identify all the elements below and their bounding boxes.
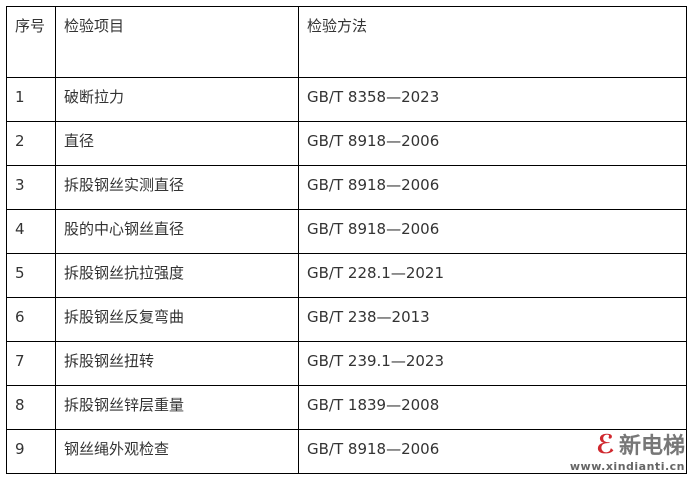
table-row: 9 钢丝绳外观检查 GB/T 8918—2006 <box>6 429 687 474</box>
table-row: 3 拆股钢丝实测直径 GB/T 8918—2006 <box>6 165 687 210</box>
cell-index: 5 <box>6 253 56 298</box>
cell-method: GB/T 8918—2006 <box>298 165 687 210</box>
cell-index: 3 <box>6 165 56 210</box>
table-row: 5 拆股钢丝抗拉强度 GB/T 228.1—2021 <box>6 253 687 298</box>
cell-method: GB/T 238—2013 <box>298 297 687 342</box>
cell-index: 6 <box>6 297 56 342</box>
cell-item: 破断拉力 <box>55 77 299 122</box>
cell-item: 拆股钢丝实测直径 <box>55 165 299 210</box>
table-row: 7 拆股钢丝扭转 GB/T 239.1—2023 <box>6 341 687 386</box>
watermark: ℰ 新电梯 www.xindianti.cn <box>570 428 685 473</box>
cell-index: 7 <box>6 341 56 386</box>
cell-item: 直径 <box>55 121 299 166</box>
cell-index: 1 <box>6 77 56 122</box>
cell-item: 股的中心钢丝直径 <box>55 209 299 254</box>
header-method: 检验方法 <box>298 6 687 78</box>
table-header-row: 序号 检验项目 检验方法 <box>6 6 687 78</box>
watermark-name: 新电梯 <box>618 434 685 459</box>
cell-method: GB/T 8918—2006 <box>298 121 687 166</box>
cell-method: GB/T 8358—2023 <box>298 77 687 122</box>
table-row: 6 拆股钢丝反复弯曲 GB/T 238—2013 <box>6 297 687 342</box>
cell-index: 4 <box>6 209 56 254</box>
table-row: 2 直径 GB/T 8918—2006 <box>6 121 687 166</box>
header-item: 检验项目 <box>55 6 299 78</box>
table-row: 1 破断拉力 GB/T 8358—2023 <box>6 77 687 122</box>
cell-item: 拆股钢丝抗拉强度 <box>55 253 299 298</box>
logo-icon: ℰ <box>596 430 615 460</box>
cell-item: 拆股钢丝扭转 <box>55 341 299 386</box>
cell-item: 拆股钢丝反复弯曲 <box>55 297 299 342</box>
inspection-table: 序号 检验项目 检验方法 1 破断拉力 GB/T 8358—2023 2 直径 GB/T … <box>6 6 687 474</box>
watermark-url: www.xindianti.cn <box>569 460 685 473</box>
table-row: 4 股的中心钢丝直径 GB/T 8918—2006 <box>6 209 687 254</box>
header-index: 序号 <box>6 6 56 78</box>
cell-method: GB/T 228.1—2021 <box>298 253 687 298</box>
cell-method: GB/T 1839—2008 <box>298 385 687 430</box>
cell-item: 钢丝绳外观检查 <box>55 429 299 474</box>
cell-item: 拆股钢丝锌层重量 <box>55 385 299 430</box>
cell-method: GB/T 8918—2006 <box>298 209 687 254</box>
cell-index: 8 <box>6 385 56 430</box>
cell-index: 2 <box>6 121 56 166</box>
table-row: 8 拆股钢丝锌层重量 GB/T 1839—2008 <box>6 385 687 430</box>
cell-method: GB/T 8918—2006 <box>298 429 687 474</box>
cell-method: GB/T 239.1—2023 <box>298 341 687 386</box>
cell-index: 9 <box>6 429 56 474</box>
